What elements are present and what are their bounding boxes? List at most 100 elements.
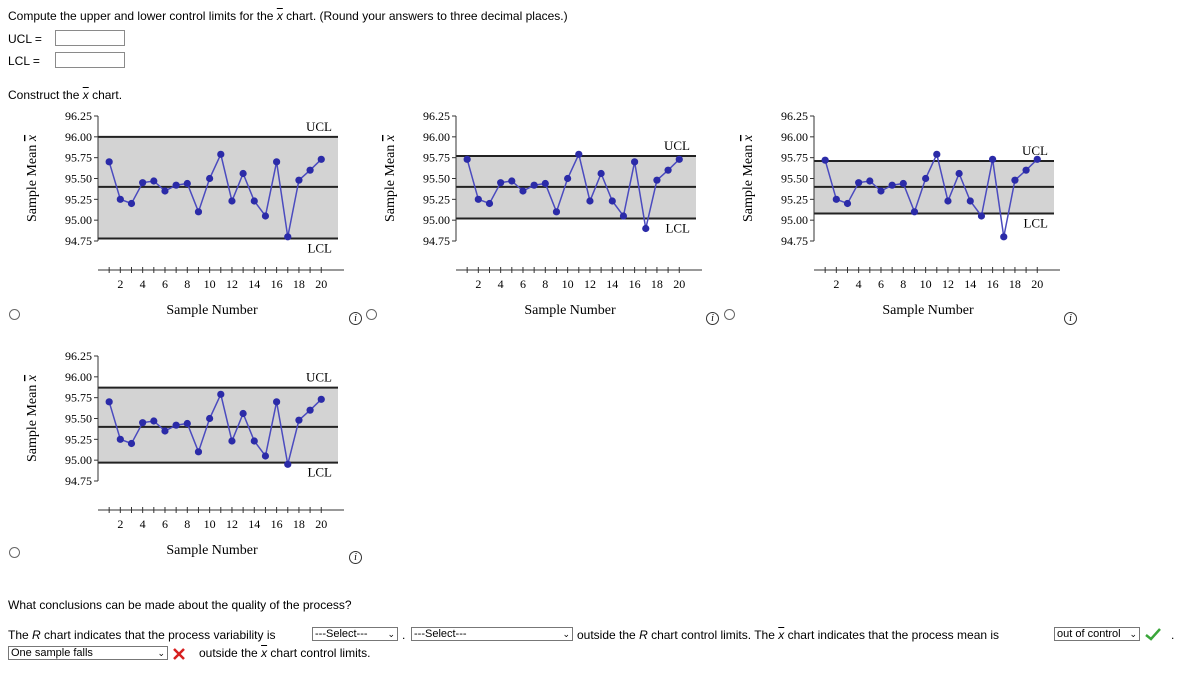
xbar-chart-option-b: 96.25 96.00 95.75 95.50 95.25 95.00 94.75 2 4 6 8 1… — [378, 108, 708, 326]
y-tick-label: 95.00 — [65, 213, 92, 227]
data-point — [161, 427, 169, 435]
data-point — [530, 181, 538, 189]
y-tick-label: 96.25 — [65, 349, 92, 363]
y-tick-label: 96.00 — [423, 130, 450, 144]
data-point — [273, 398, 281, 406]
lcl-input[interactable] — [55, 52, 125, 68]
y-tick-label: 95.00 — [65, 453, 92, 467]
x-tick-label: 6 — [878, 277, 884, 291]
data-point — [295, 416, 303, 424]
y-axis-var: x — [25, 134, 40, 142]
data-point — [116, 195, 124, 203]
y-tick-label: 95.75 — [781, 151, 808, 165]
lcl-label: LCL = — [8, 54, 40, 68]
y-axis-label: Sample Mean x — [383, 134, 398, 222]
conclusion-xbar-text: outside the R chart control limits. The … — [577, 628, 1000, 642]
data-point — [284, 233, 292, 241]
x-tick-label: 6 — [162, 277, 168, 291]
info-icon[interactable]: i — [706, 312, 719, 325]
x-tick-label: 18 — [1009, 277, 1021, 291]
data-point — [597, 169, 605, 178]
x-tick-label: 10 — [920, 277, 932, 291]
data-point — [150, 177, 158, 185]
conclusion-final-text: outside the x chart control limits. — [199, 646, 371, 660]
data-point — [127, 439, 136, 448]
data-point — [866, 177, 874, 185]
data-point — [273, 158, 281, 166]
data-point — [877, 187, 885, 195]
x-tick-label: 4 — [498, 277, 504, 291]
data-point — [239, 409, 247, 418]
x-tick-label: 14 — [606, 277, 618, 291]
data-point — [485, 199, 494, 208]
x-tick-label: 14 — [964, 277, 976, 291]
data-point — [675, 155, 683, 163]
radio-option-a[interactable] — [9, 309, 20, 320]
data-point — [843, 199, 852, 208]
x-tick-label: 6 — [520, 277, 526, 291]
radio-option-c[interactable] — [724, 309, 735, 320]
info-icon[interactable]: i — [349, 551, 362, 564]
data-point — [105, 398, 113, 406]
radio-option-d[interactable] — [9, 547, 20, 558]
sample-falls-select[interactable]: One sample falls ⌄ — [8, 646, 168, 660]
info-icon[interactable]: i — [349, 312, 362, 325]
chevron-down-icon: ⌄ — [562, 629, 570, 639]
y-tick-label: 95.25 — [65, 432, 92, 446]
x-tick-label: 10 — [562, 277, 574, 291]
period: . — [1171, 628, 1175, 642]
data-point — [910, 208, 919, 216]
chevron-down-icon: ⌄ — [1129, 629, 1137, 639]
x-tick-label: 12 — [226, 517, 238, 531]
data-point — [183, 419, 191, 428]
data-point — [317, 155, 325, 163]
x-tick-label: 2 — [117, 517, 123, 531]
data-point — [463, 155, 471, 163]
data-point — [250, 197, 258, 205]
data-point — [922, 174, 930, 183]
data-point — [284, 460, 292, 468]
variability-select[interactable]: ---Select--- ⌄ — [312, 627, 398, 641]
y-axis-label: Sample Mean x — [25, 134, 40, 222]
data-point — [261, 452, 270, 460]
x-tick-label: 20 — [673, 277, 685, 291]
cross-icon — [173, 648, 185, 660]
data-point — [139, 419, 147, 427]
data-point — [127, 199, 136, 208]
data-point — [250, 437, 258, 445]
x-tick-label: 4 — [856, 277, 862, 291]
x-tick-label: 16 — [271, 517, 283, 531]
data-point — [317, 395, 325, 403]
r-outside-select[interactable]: ---Select--- ⌄ — [411, 627, 573, 641]
data-point — [955, 169, 963, 178]
ucl-label: UCL — [306, 370, 332, 385]
process-mean-select[interactable]: out of control ⌄ — [1054, 627, 1140, 641]
info-icon[interactable]: i — [1064, 312, 1077, 325]
x-tick-label: 8 — [900, 277, 906, 291]
y-tick-label: 95.50 — [65, 172, 92, 186]
data-point — [116, 435, 124, 443]
ucl-input[interactable] — [55, 30, 125, 46]
data-point — [664, 166, 672, 174]
y-tick-label: 95.25 — [781, 192, 808, 206]
y-tick-label: 95.25 — [423, 192, 450, 206]
x-tick-label: 8 — [542, 277, 548, 291]
x-tick-label: 16 — [987, 277, 999, 291]
x-tick-label: 2 — [475, 277, 481, 291]
x-tick-label: 20 — [1031, 277, 1043, 291]
data-point — [1011, 176, 1019, 184]
data-point — [608, 197, 616, 205]
x-axis-label: Sample Number — [882, 303, 974, 318]
radio-option-b[interactable] — [366, 309, 377, 320]
data-point — [295, 176, 303, 184]
chevron-down-icon: ⌄ — [157, 648, 165, 658]
data-point — [564, 174, 572, 183]
data-point — [497, 179, 505, 187]
data-point — [1033, 155, 1041, 163]
question-prompt: Compute the upper and lower control limi… — [8, 9, 568, 23]
x-tick-label: 8 — [184, 517, 190, 531]
ucl-label: UCL = — [8, 32, 42, 46]
data-point — [474, 195, 482, 203]
